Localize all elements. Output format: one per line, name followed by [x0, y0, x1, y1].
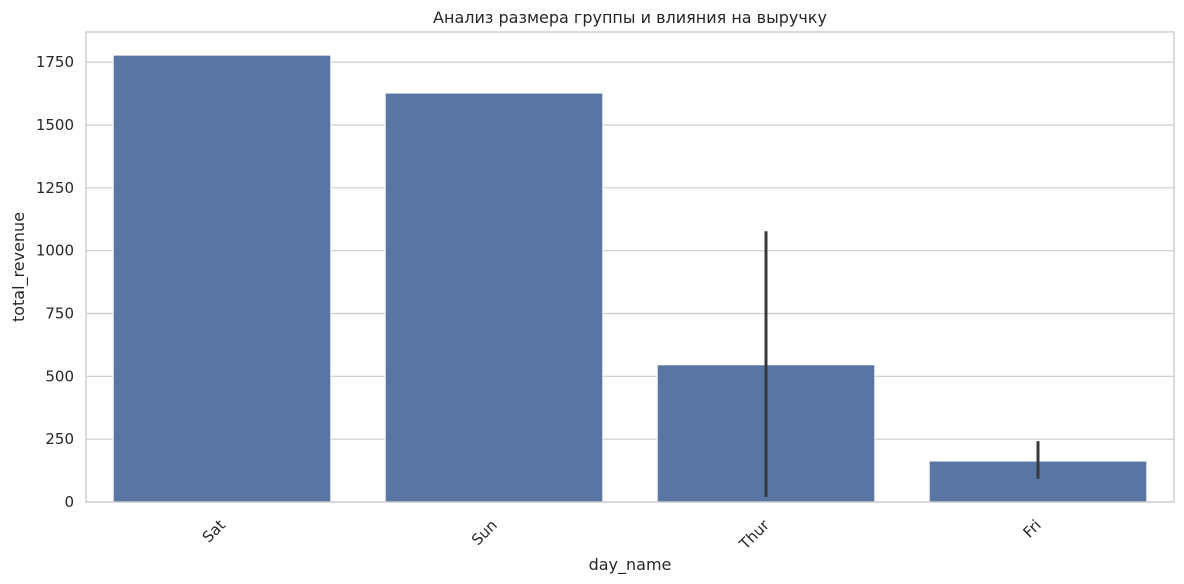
y-tick-label: 1000	[36, 242, 74, 260]
plot-frame	[85, 31, 1175, 503]
x-tick-label: Sun	[468, 516, 501, 549]
y-tick-label: 750	[45, 304, 74, 322]
bar-sat	[112, 54, 332, 503]
y-axis-label: total_revenue	[9, 212, 29, 322]
x-tick-label: Fri	[1019, 516, 1044, 541]
bar-sun	[384, 92, 604, 503]
error-bars	[764, 231, 1040, 497]
y-tick-label: 1500	[36, 116, 74, 134]
y-tick-label: 1250	[36, 179, 74, 197]
chart-title: Анализ размера группы и влияния на выруч…	[433, 8, 827, 27]
x-tick-label: Sat	[199, 516, 229, 546]
bars	[112, 54, 1148, 503]
y-tick-label: 500	[45, 367, 74, 385]
y-tick-label: 0	[64, 493, 74, 511]
x-axis-label: day_name	[589, 555, 672, 575]
y-tick-labels: 0 250 500 750 1000 1250 1500 1750	[36, 53, 74, 511]
x-tick-label: Thur	[735, 516, 773, 554]
y-tick-label: 250	[45, 430, 74, 448]
x-tick-labels: Sat Sun Thur Fri	[199, 516, 1045, 554]
y-tick-label: 1750	[36, 53, 74, 71]
